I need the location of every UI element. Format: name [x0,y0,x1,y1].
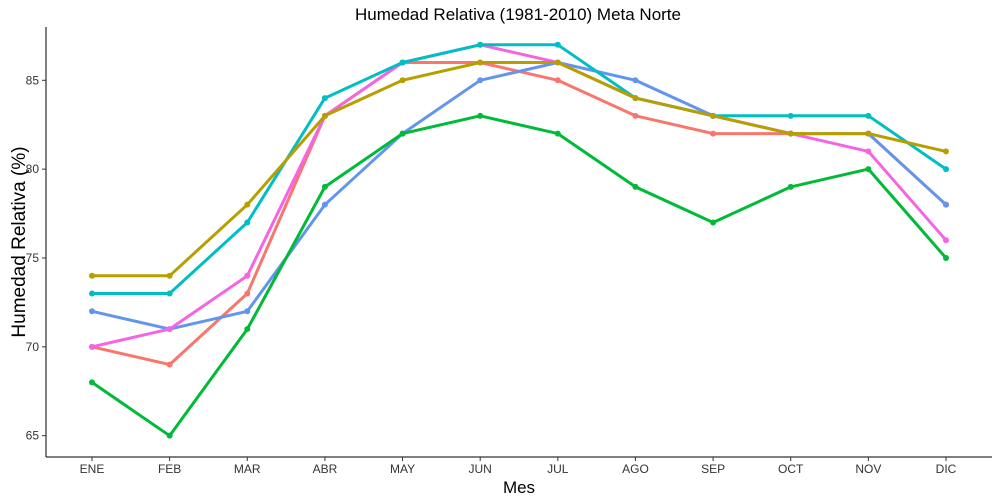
x-axis-label: Mes [503,478,535,497]
x-tick-label: ABR [313,462,338,476]
series-point [89,308,95,315]
x-tick-label: DIC [936,462,957,476]
series-point [166,290,173,297]
series-point [399,59,406,66]
series-point [244,219,251,226]
y-tick-label: 75 [26,251,40,265]
series-point [477,77,484,84]
series-point [554,59,561,66]
series-line [90,43,948,295]
x-tick-label: SEP [701,462,725,476]
series-point [89,272,95,279]
series-point [710,219,717,226]
series-point [554,130,561,137]
y-tick-label: 70 [26,340,40,354]
series-point [166,326,173,333]
x-tick-label: MAY [390,462,415,476]
series-point [865,130,872,137]
series-point [89,290,95,297]
series-point [943,237,949,244]
series-point [865,112,872,119]
x-tick-label: NOV [855,462,881,476]
series-point [632,112,639,119]
series-1 [89,59,949,368]
series-point [166,361,173,368]
chart-title: Humedad Relativa (1981-2010) Meta Norte [355,5,681,24]
y-tick-label: 80 [26,162,40,176]
series-point [244,201,251,208]
series-point [943,254,949,261]
series-point [787,130,794,137]
series-point [554,77,561,84]
x-tick-label: JUN [469,462,492,476]
x-tick-label: ENE [80,462,105,476]
series-point [710,130,717,137]
series-point [632,77,639,84]
series-group [89,41,949,439]
series-line [90,61,948,331]
series-point [244,272,251,279]
series-point [710,112,717,119]
x-tick-label: MAR [234,462,261,476]
series-5 [89,41,949,297]
series-point [787,183,794,190]
series-point [89,343,95,350]
series-point [787,112,794,119]
y-tick-label: 85 [26,73,40,87]
series-point [244,290,251,297]
series-point [244,308,251,315]
series-2 [89,59,949,333]
x-tick-label: FEB [158,462,181,476]
series-6 [89,59,949,279]
series-point [477,59,484,66]
series-point [943,201,949,208]
series-point [632,95,639,102]
series-line [90,43,948,349]
series-line [90,61,948,367]
series-point [865,148,872,155]
series-line [90,61,948,278]
series-point [321,183,328,190]
y-axis-label: Humedad Relativa (%) [9,146,30,337]
y-ticks: 65 70 75 80 85 [26,73,46,443]
series-point [89,379,95,386]
x-tick-label: OCT [778,462,804,476]
series-line [90,114,948,438]
series-point [943,148,949,155]
x-tick-label: AGO [622,462,649,476]
series-point [632,183,639,190]
series-4 [89,41,949,350]
y-tick-label: 65 [26,429,40,443]
series-point [321,112,328,119]
series-point [943,166,949,173]
x-ticks: ENE FEB MAR ABR MAY JUN JUL AGO SEP OCT NOV DIC [80,457,957,476]
series-point [477,112,484,119]
series-point [244,326,251,333]
series-point [865,166,872,173]
series-point [477,41,484,48]
series-point [321,201,328,208]
series-point [166,272,173,279]
series-point [166,432,173,439]
series-3 [89,112,949,439]
series-point [321,95,328,102]
series-point [399,77,406,84]
series-point [554,41,561,48]
series-point [399,130,406,137]
x-tick-label: JUL [547,462,569,476]
